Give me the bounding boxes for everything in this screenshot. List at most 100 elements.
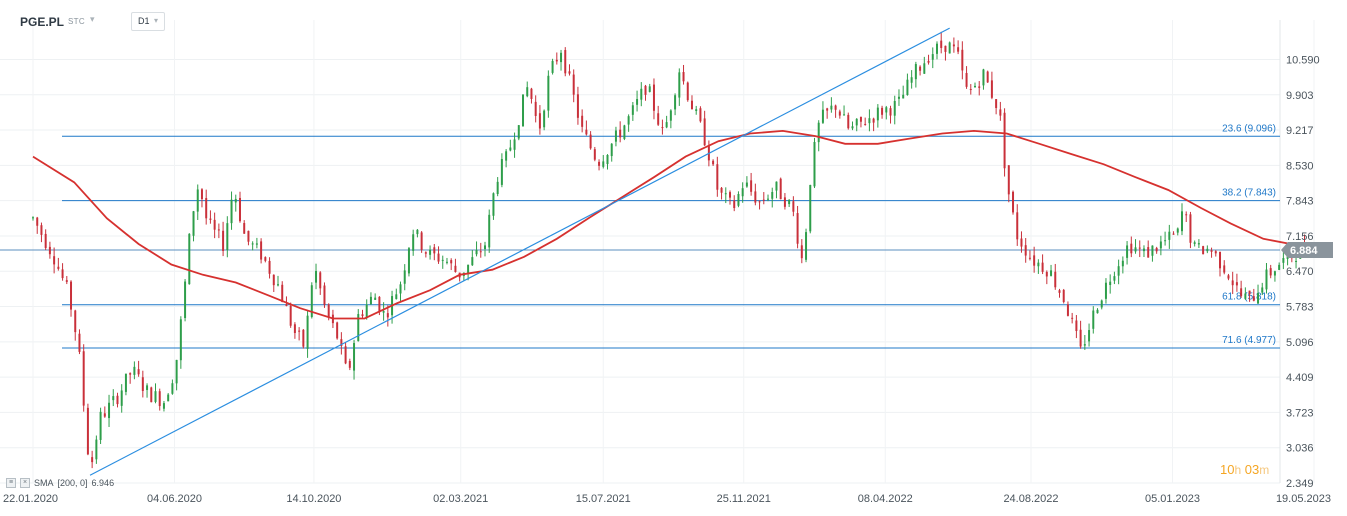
candle-body [450,260,453,264]
candle-body [281,284,284,302]
candle-body [716,164,719,190]
candle-body [522,94,525,127]
candle-body [526,87,529,97]
candle-body [483,245,486,250]
candle-body [712,160,715,165]
candle-body [70,281,73,310]
candle-body [1088,330,1091,342]
y-tick-label: 9.903 [1286,90,1314,102]
candle-body [682,72,685,82]
candle-body [817,122,820,143]
candle-body [906,79,909,96]
candle-body [374,297,377,300]
x-tick-label: 14.10.2020 [286,493,341,505]
candle-body [1168,231,1171,240]
candle-body [48,246,51,255]
fibonacci-levels: 23.6 (9.096) 38.2 (7.843) 61.8 (5.818) 71.6… [0,123,1280,349]
candle-body [974,85,977,88]
candle-body [433,247,436,254]
candle-body [1024,245,1027,256]
candle-body [897,96,900,99]
timeframe-select[interactable]: D1 ▾ [131,12,165,31]
y-tick-label: 2.349 [1286,478,1314,490]
candle-body [733,200,736,209]
chevron-down-icon[interactable]: ▾ [90,14,95,24]
candle-body [108,402,111,419]
chevron-down-icon: ▾ [154,16,159,25]
symbol-label[interactable]: PGE.PL [20,15,65,29]
candle-body [505,151,508,161]
candle-body [610,143,613,157]
candle-body [260,241,263,260]
candle-body [1155,247,1158,252]
candle-body [555,59,558,62]
candle-body [1012,191,1015,213]
candle-body [1058,290,1061,293]
x-tick-label: 25.11.2021 [717,493,771,505]
candle-body [65,280,68,282]
candle-body [703,118,706,146]
x-tick-label: 04.06.2020 [147,493,202,505]
candle-body [800,245,803,259]
candle-body [429,249,432,255]
candle-body [365,304,368,318]
candle-body [91,457,94,463]
price-tag-shape [1281,241,1333,258]
candle-body [217,229,220,231]
candle-body [999,109,1002,116]
candle-body [32,217,34,219]
candle-body [631,105,634,115]
candle-body [534,101,537,116]
candle-body [1066,304,1069,316]
candle-body [640,88,643,100]
candle-body [479,251,482,253]
candle-body [1197,243,1200,245]
x-tick-label: 22.01.2020 [3,493,58,505]
y-tick-label: 8.530 [1286,160,1314,172]
candle-body [1079,329,1082,347]
chart-type-label[interactable]: STC [68,17,85,26]
candle-body [737,194,740,206]
candle-body [1278,264,1281,270]
candle-body [298,330,301,332]
candle-body [530,88,533,99]
candle-body [1117,266,1120,276]
candle-body [585,129,588,135]
candle-body [167,394,170,402]
candle-body [146,385,149,390]
candle-body [475,250,478,255]
candle-body [1054,271,1057,288]
candle-body [454,265,457,273]
candle-body [919,66,922,71]
candle-body [910,77,913,83]
candle-body [175,359,178,384]
candle-body [564,50,567,74]
candle-body [952,44,955,47]
candle-body [369,296,372,305]
candle-body [826,108,829,111]
candle-body [881,107,884,115]
candle-body [775,181,778,191]
candle-body [226,223,229,251]
settings-icon[interactable]: ≡ [6,478,16,488]
candle-body [893,100,896,116]
candle-body [644,85,647,95]
countdown-minutes: 03 [1244,462,1260,477]
candle-body [957,47,960,52]
candle-body [805,232,808,260]
candle-body [500,159,503,185]
candle-body [222,230,225,251]
candle-body [124,373,127,392]
close-icon[interactable]: × [20,478,30,488]
candle-body [648,86,651,92]
y-tick-label: 10.590 [1286,54,1320,66]
candle-body [593,149,596,160]
candle-body [855,118,858,126]
candle-body [783,197,786,207]
candle-body [1083,344,1086,346]
candle-body [1092,310,1095,329]
candle-body [965,72,968,87]
candle-body [995,99,998,109]
